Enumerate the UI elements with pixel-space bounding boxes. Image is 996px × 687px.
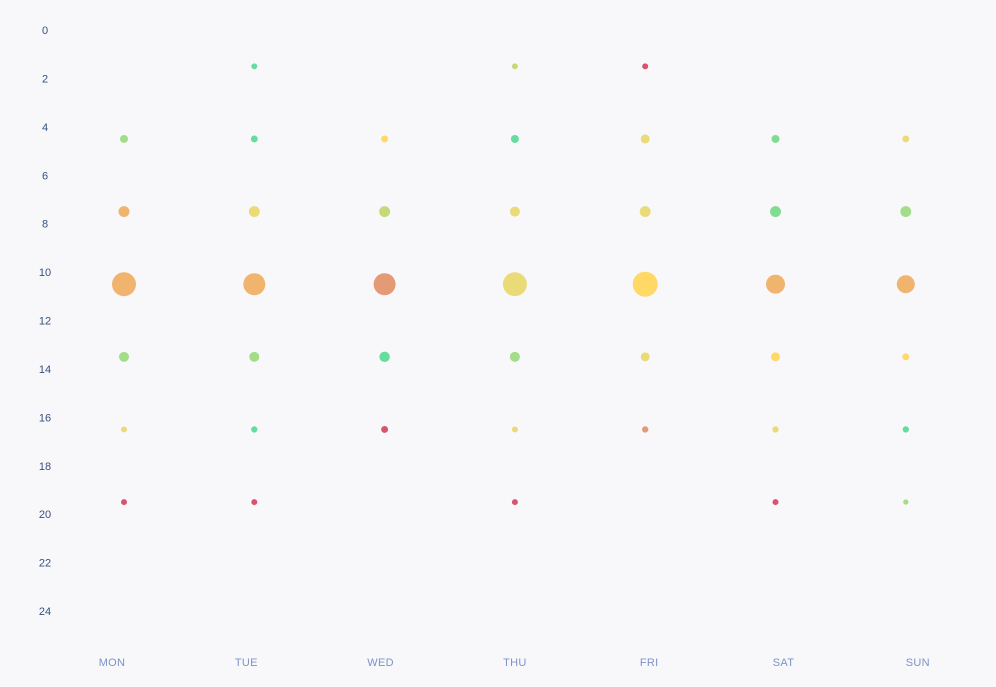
bubble-sun[interactable] (902, 426, 909, 433)
bubble-tue[interactable] (251, 63, 258, 70)
bubble-fri[interactable] (640, 134, 650, 144)
bubble-wed[interactable] (379, 206, 391, 218)
x-tick-label: WED (367, 657, 394, 669)
y-tick-label: 20 (39, 509, 51, 521)
bubble-sat[interactable] (772, 426, 779, 433)
y-tick-label: 22 (39, 558, 51, 570)
x-tick-label: THU (503, 657, 527, 669)
bubble-thu[interactable] (510, 134, 519, 143)
bubble-thu[interactable] (509, 206, 520, 217)
y-tick-label: 14 (39, 364, 51, 376)
y-tick-label: 6 (42, 170, 48, 182)
bubble-sat[interactable] (766, 274, 785, 294)
bubble-sat[interactable] (771, 134, 780, 143)
x-tick-label: SUN (906, 657, 930, 669)
bubble-sat[interactable] (771, 352, 780, 362)
bubble-wed[interactable] (379, 351, 390, 363)
x-tick-label: MON (99, 657, 126, 669)
bubble-mon[interactable] (121, 426, 127, 433)
bubble-mon[interactable] (118, 206, 130, 218)
y-tick-label: 0 (42, 25, 48, 37)
bubble-thu[interactable] (511, 63, 518, 70)
y-tick-label: 4 (42, 122, 48, 134)
bubble-sun[interactable] (902, 353, 910, 361)
bubble-sat[interactable] (772, 499, 779, 506)
bubble-wed[interactable] (373, 273, 396, 296)
y-tick-label: 10 (39, 267, 51, 279)
x-tick-label: TUE (235, 657, 258, 669)
bubble-mon[interactable] (112, 272, 136, 297)
bubble-fri[interactable] (639, 206, 651, 218)
bubbles (112, 63, 915, 506)
bubble-tue[interactable] (251, 499, 258, 506)
bubble-fri[interactable] (632, 271, 658, 297)
y-tick-label: 18 (39, 461, 51, 473)
bubble-sat[interactable] (770, 206, 781, 218)
bubble-tue[interactable] (250, 135, 258, 143)
bubble-wed[interactable] (381, 135, 389, 143)
bubble-fri[interactable] (640, 352, 650, 362)
bubble-tue[interactable] (243, 273, 266, 296)
y-tick-label: 16 (39, 412, 51, 424)
bubble-tue[interactable] (248, 206, 260, 218)
x-tick-label: SAT (773, 657, 794, 669)
bubble-tue[interactable] (251, 426, 258, 433)
bubble-mon[interactable] (119, 351, 129, 362)
y-tick-label: 8 (42, 219, 48, 231)
x-tick-label: FRI (640, 657, 659, 669)
y-tick-label: 12 (39, 316, 51, 328)
bubble-mon[interactable] (120, 134, 128, 143)
bubble-sun[interactable] (896, 275, 915, 294)
x-axis: MON TUE WED THU FRI SAT SUN (99, 657, 930, 669)
bubble-sun[interactable] (902, 135, 910, 143)
bubble-mon[interactable] (121, 499, 127, 506)
bubble-fri[interactable] (642, 426, 649, 433)
bubble-thu[interactable] (502, 272, 527, 297)
bubble-fri[interactable] (642, 63, 649, 70)
bubble-wed[interactable] (381, 425, 389, 433)
bubble-sun[interactable] (900, 206, 912, 218)
bubble-thu[interactable] (511, 499, 518, 506)
y-tick-label: 2 (42, 73, 48, 85)
bubble-thu[interactable] (511, 426, 518, 433)
y-tick-label: 24 (39, 606, 51, 618)
bubble-sun[interactable] (903, 499, 909, 505)
bubble-tue[interactable] (249, 351, 260, 362)
bubble-thu[interactable] (509, 351, 520, 362)
